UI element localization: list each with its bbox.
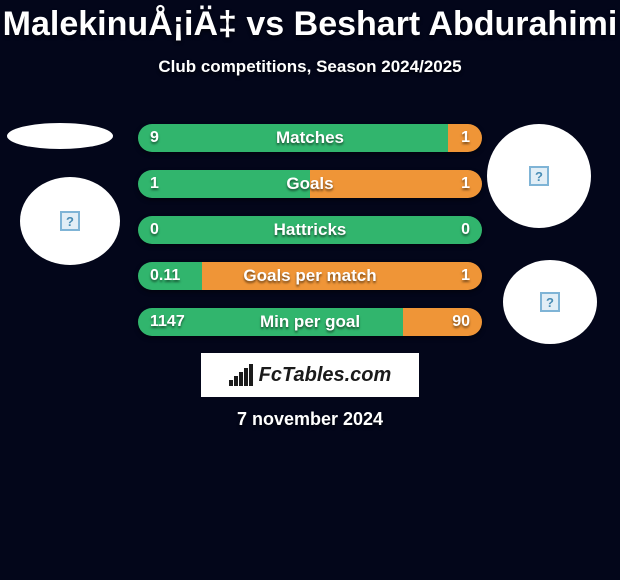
avatar-circle-right-top: ? [487, 124, 591, 228]
brand-bars-icon [229, 364, 253, 386]
bar-row: Min per goal114790 [138, 308, 482, 336]
bar-row: Goals11 [138, 170, 482, 198]
bar-right-segment [403, 308, 482, 336]
bar-row: Goals per match0.111 [138, 262, 482, 290]
bar-left-segment [138, 170, 310, 198]
brand-box: FcTables.com [201, 353, 419, 397]
bar-right-segment [202, 262, 482, 290]
bar-value-right: 1 [461, 175, 470, 193]
avatar-circle-right-bottom: ? [503, 260, 597, 344]
placeholder-icon: ? [60, 211, 80, 231]
bar-value-left: 9 [150, 129, 159, 147]
placeholder-icon: ? [540, 292, 560, 312]
bar-value-right: 90 [452, 313, 470, 331]
bar-value-left: 0.11 [150, 267, 180, 285]
comparison-bars: Matches91Goals11Hattricks00Goals per mat… [138, 124, 482, 354]
avatar-ellipse-left [7, 123, 113, 149]
avatar-circle-left: ? [20, 177, 120, 265]
page-subtitle: Club competitions, Season 2024/2025 [0, 57, 620, 77]
bar-left-segment [138, 216, 482, 244]
bar-left-segment [138, 124, 448, 152]
bar-value-right: 1 [461, 129, 470, 147]
bar-value-left: 0 [150, 221, 159, 239]
bar-value-left: 1 [150, 175, 159, 193]
page-title: MalekinuÅ¡iÄ‡ vs Beshart Abdurahimi [0, 0, 620, 43]
brand-text: FcTables.com [259, 364, 392, 387]
bar-right-segment [310, 170, 482, 198]
bar-value-right: 1 [461, 267, 470, 285]
bar-row: Matches91 [138, 124, 482, 152]
bar-value-right: 0 [461, 221, 470, 239]
placeholder-icon: ? [529, 166, 549, 186]
date-line: 7 november 2024 [0, 409, 620, 430]
bar-value-left: 1147 [150, 313, 185, 331]
bar-row: Hattricks00 [138, 216, 482, 244]
